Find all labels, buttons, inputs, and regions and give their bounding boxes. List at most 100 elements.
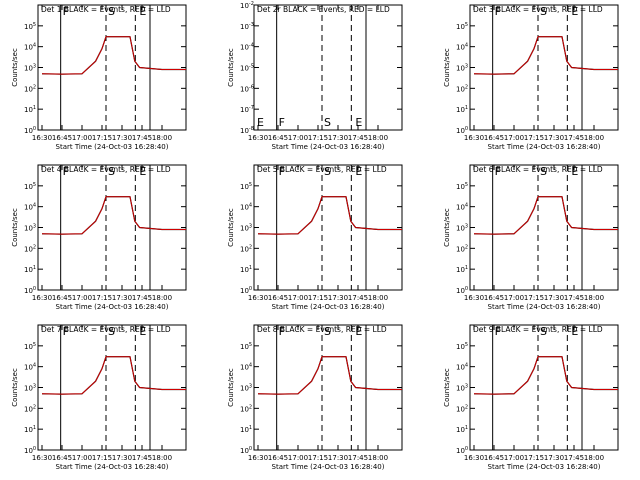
y-tick-label: 104: [456, 363, 468, 372]
x-tick-label: 17:00: [288, 454, 308, 462]
y-tick-exponent: -7: [249, 105, 254, 111]
y-tick-label: 10-8: [240, 126, 254, 135]
series-line-lld: [257, 196, 402, 235]
x-tick-label: 17:00: [288, 134, 308, 142]
x-tick-label: 17:15: [524, 294, 544, 302]
y-tick-exponent: 3: [249, 224, 252, 230]
chart-panel-2: E F S E10-810-710-610-510-410-310-216:30 16:…: [227, 1, 403, 151]
y-tick-label: 105: [24, 182, 36, 191]
marker-label: E: [355, 116, 362, 129]
y-tick-label: 101: [456, 425, 468, 434]
y-tick-exponent: 2: [33, 244, 36, 250]
y-tick-exponent: 2: [465, 244, 468, 250]
y-tick-exponent: 2: [465, 404, 468, 410]
y-tick-label: 100: [456, 126, 468, 135]
marker-label: E: [571, 165, 578, 178]
y-tick-exponent: 1: [33, 265, 36, 271]
marker-label: E: [571, 5, 578, 18]
chart-title: Det 2r BLACK = Events, RED = LLD: [257, 5, 390, 14]
marker-label: S: [108, 5, 115, 18]
marker-label: S: [324, 116, 331, 129]
series-line-events: [473, 356, 618, 395]
x-tick-label: 16:45: [484, 134, 504, 142]
x-tick-label: 17:30: [112, 454, 132, 462]
x-tick-label: 17:15: [92, 294, 112, 302]
marker-label: S: [324, 325, 331, 338]
y-tick-exponent: 0: [249, 286, 252, 292]
y-tick-exponent: -6: [249, 84, 254, 90]
y-tick-label: 102: [24, 84, 36, 93]
chart-title: Det 6 BLACK = Events, RED = LLD: [473, 165, 603, 174]
y-tick-exponent: 5: [33, 22, 36, 28]
y-tick-label: 103: [24, 224, 36, 233]
marker-label: E: [355, 165, 362, 178]
y-tick-exponent: 4: [249, 363, 252, 369]
y-axis-label: Counts/sec: [227, 208, 235, 247]
x-tick-label: 16:45: [268, 134, 288, 142]
y-tick-exponent: 2: [249, 244, 252, 250]
series-line-events: [41, 356, 186, 395]
x-axis-label: Start Time (24-Oct-03 16:28:40): [272, 143, 385, 151]
chart-title: Det 7 BLACK = Events, RED = LLD: [41, 325, 171, 334]
y-tick-exponent: 3: [249, 384, 252, 390]
x-tick-label: 16:45: [268, 454, 288, 462]
x-tick-label: 17:00: [72, 294, 92, 302]
y-tick-exponent: 5: [33, 182, 36, 188]
marker-label: S: [108, 165, 115, 178]
y-tick-exponent: 2: [33, 404, 36, 410]
x-tick-label: 17:15: [92, 134, 112, 142]
marker-label: E: [139, 165, 146, 178]
y-axis-label: Counts/sec: [443, 208, 451, 247]
marker-label: S: [540, 165, 547, 178]
y-tick-label: 101: [240, 265, 252, 274]
y-tick-exponent: 3: [465, 224, 468, 230]
marker-label: E: [571, 325, 578, 338]
marker-label: E: [139, 325, 146, 338]
y-tick-label: 10-2: [240, 1, 254, 10]
x-tick-label: 17:15: [308, 454, 328, 462]
marker-label: F: [495, 165, 501, 178]
y-tick-exponent: 1: [249, 425, 252, 431]
y-tick-label: 102: [456, 404, 468, 413]
series-line-events: [257, 196, 402, 235]
x-tick-label: 17:30: [544, 294, 564, 302]
marker-label: F: [279, 116, 285, 129]
y-tick-label: 100: [456, 446, 468, 455]
chart-title: Det 8 BLACK = Events, RED = LLD: [257, 325, 387, 334]
x-tick-label: 16:30: [32, 454, 52, 462]
x-tick-label: 16:30: [464, 134, 484, 142]
y-tick-label: 102: [240, 244, 252, 253]
y-tick-exponent: 2: [465, 84, 468, 90]
x-tick-label: 17:00: [72, 454, 92, 462]
y-tick-label: 105: [456, 22, 468, 31]
x-tick-label: 16:30: [464, 454, 484, 462]
x-tick-label: 16:45: [268, 294, 288, 302]
y-tick-label: 101: [24, 265, 36, 274]
y-tick-exponent: -5: [249, 64, 254, 70]
x-tick-label: 17:30: [328, 454, 348, 462]
series-line-events: [41, 196, 186, 235]
y-tick-exponent: 3: [465, 384, 468, 390]
x-tick-label: 18:00: [584, 134, 604, 142]
series-line-lld: [473, 356, 618, 395]
y-tick-exponent: 3: [465, 64, 468, 70]
x-tick-label: 18:00: [152, 294, 172, 302]
y-tick-exponent: 4: [249, 203, 252, 209]
x-tick-label: 16:30: [248, 134, 268, 142]
x-tick-label: 16:30: [32, 294, 52, 302]
x-axis-label: Start Time (24-Oct-03 16:28:40): [488, 303, 601, 311]
y-tick-label: 104: [24, 43, 36, 52]
y-tick-exponent: -8: [249, 126, 254, 132]
y-tick-exponent: 0: [33, 446, 36, 452]
x-tick-label: 18:00: [368, 134, 388, 142]
y-tick-label: 100: [240, 286, 252, 295]
y-tick-exponent: 4: [33, 203, 36, 209]
series-line-lld: [41, 36, 186, 75]
x-tick-label: 17:45: [564, 134, 584, 142]
y-tick-label: 103: [456, 384, 468, 393]
y-tick-label: 103: [24, 64, 36, 73]
y-tick-exponent: 1: [465, 265, 468, 271]
y-axis-label: Counts/sec: [11, 368, 19, 407]
